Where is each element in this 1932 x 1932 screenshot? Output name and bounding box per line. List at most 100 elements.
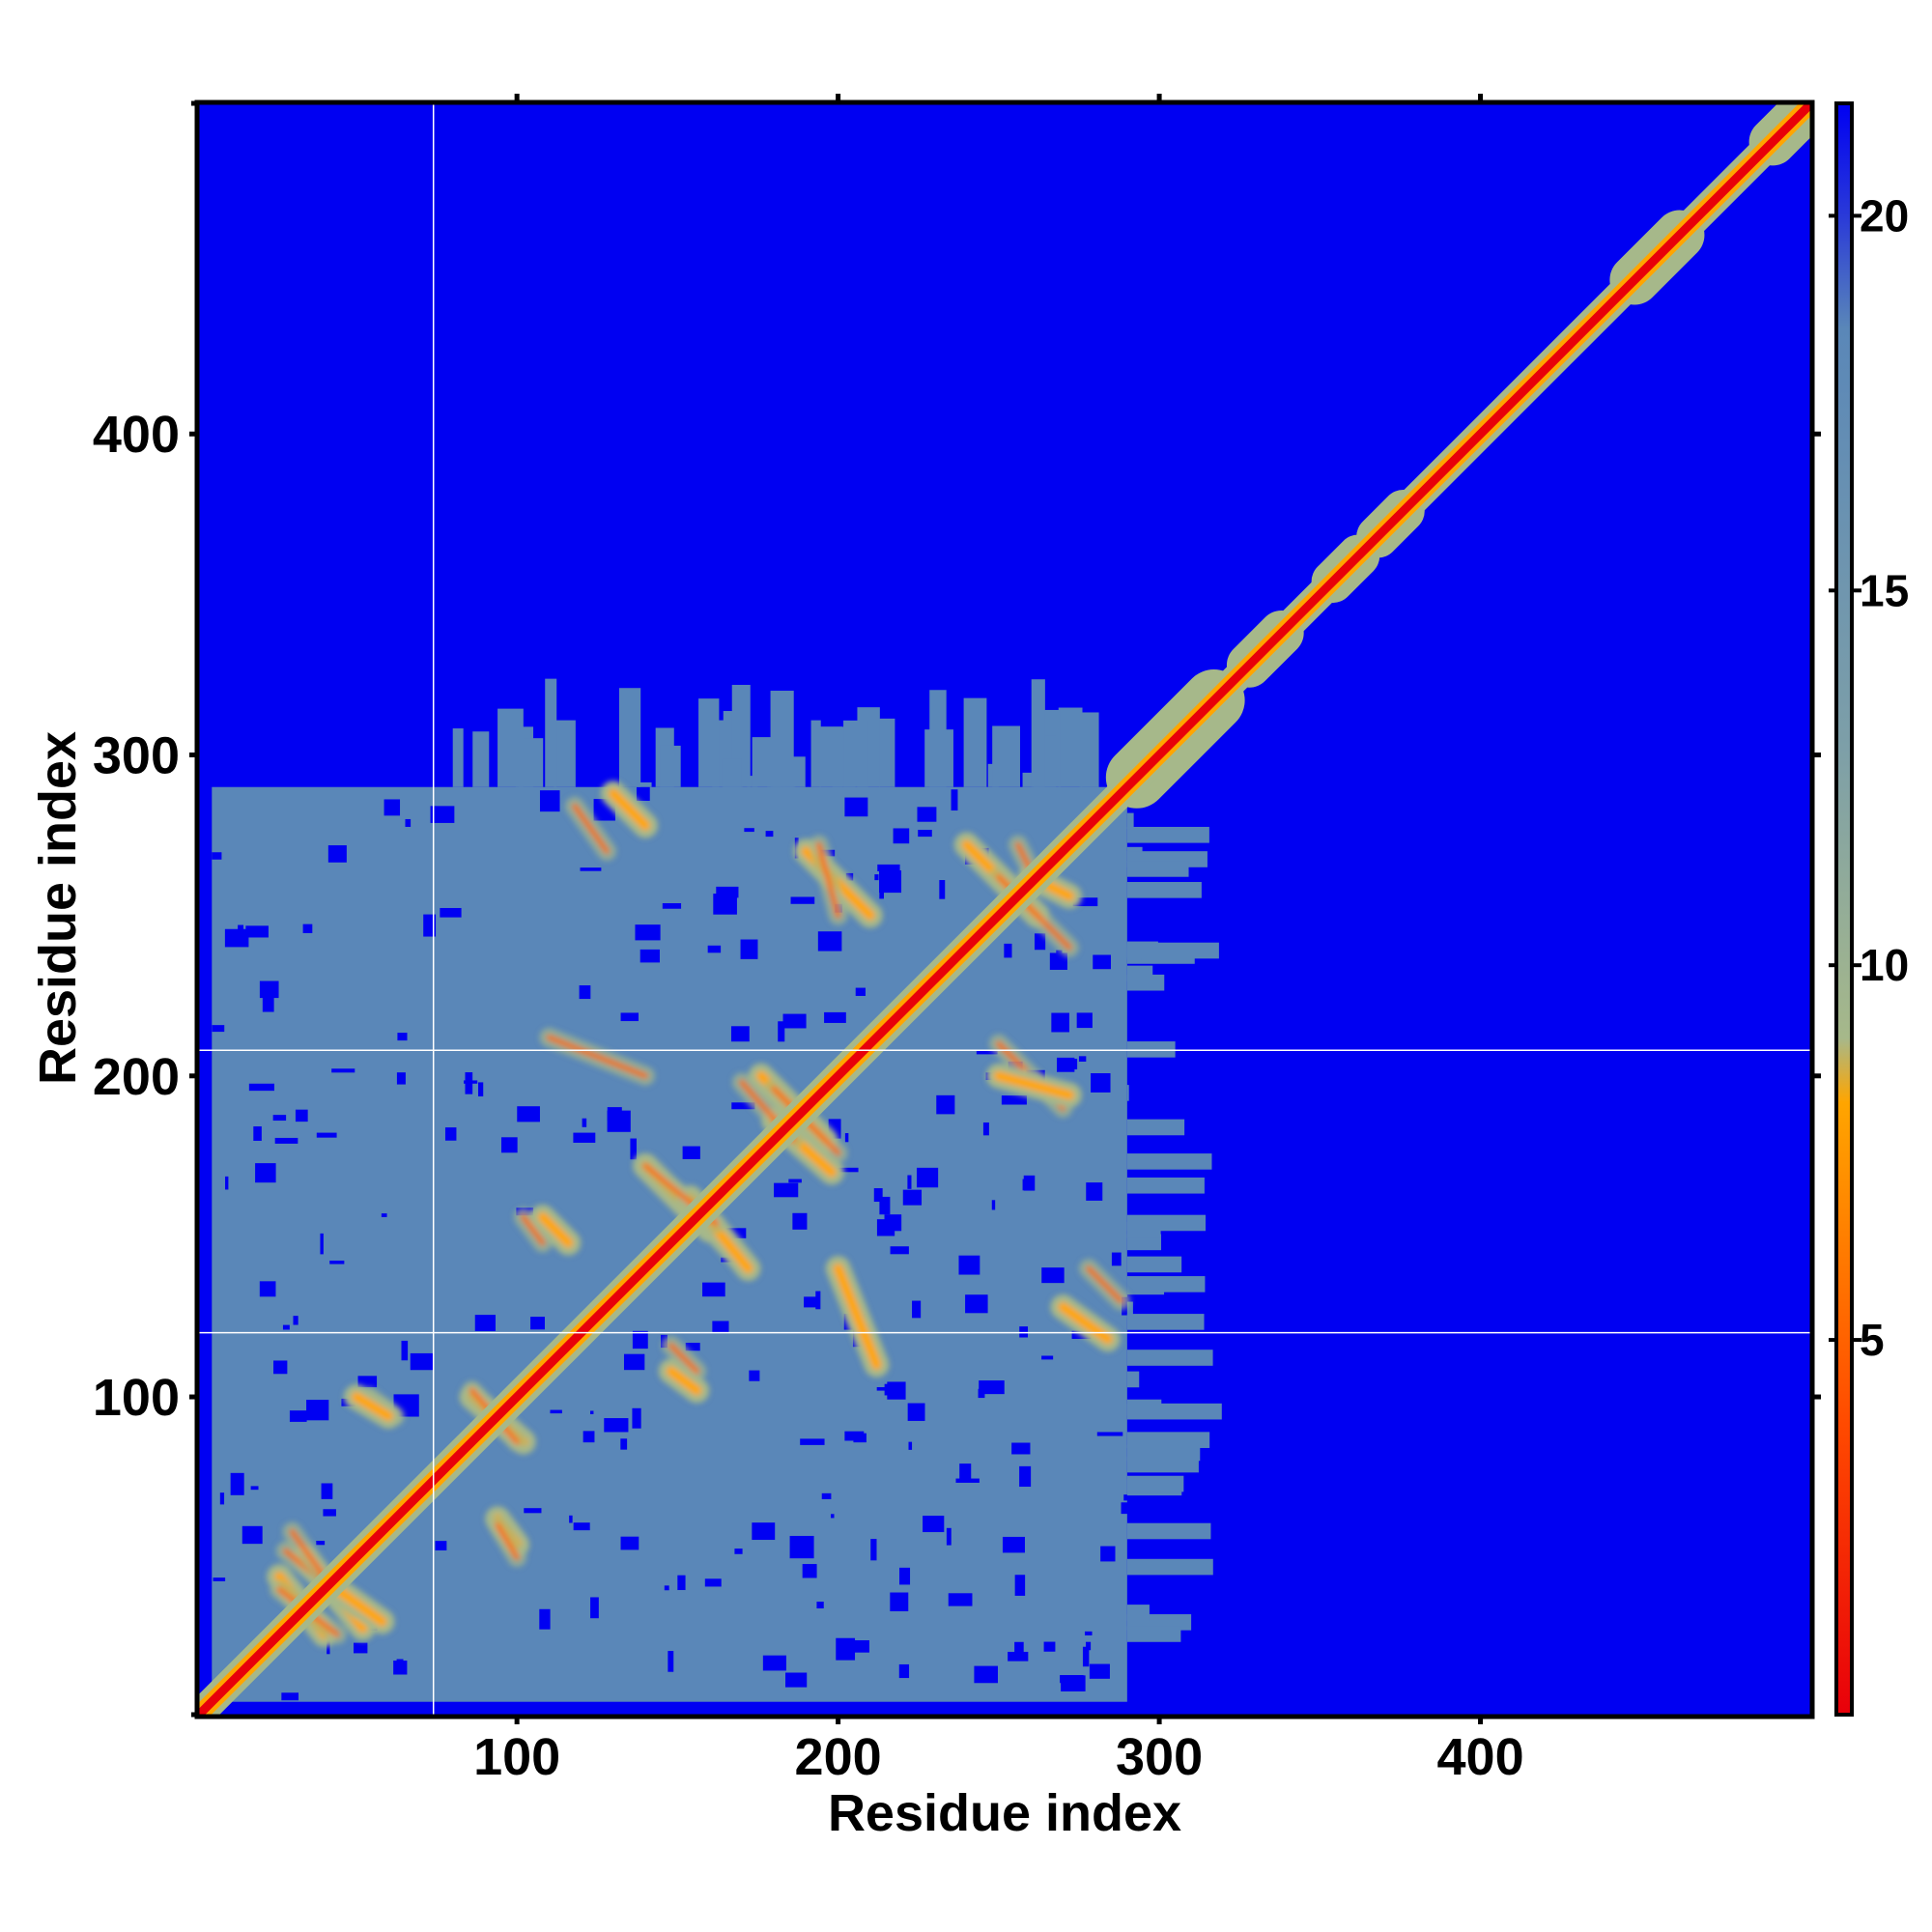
gap-cell xyxy=(302,923,313,934)
gap-cell xyxy=(873,1188,883,1203)
gap-cell xyxy=(1089,1663,1110,1679)
gap-cell xyxy=(979,1380,1005,1395)
edge-finger xyxy=(1126,826,1209,843)
gap-cell xyxy=(1076,1012,1093,1029)
gap-cell xyxy=(870,1539,877,1561)
gap-cell xyxy=(1085,1641,1092,1651)
gap-cell xyxy=(836,1637,856,1661)
edge-finger xyxy=(1126,1256,1182,1273)
edge-finger xyxy=(782,756,806,787)
gap-cell xyxy=(316,1132,337,1138)
gap-cell xyxy=(293,1316,298,1325)
gap-cell xyxy=(273,1360,288,1375)
gap-cell xyxy=(1022,1179,1030,1191)
gap-cell xyxy=(550,1409,562,1414)
gap-cell xyxy=(740,939,758,959)
gap-cell xyxy=(850,1640,869,1653)
gap-cell xyxy=(327,845,347,863)
edge-finger xyxy=(1126,882,1202,898)
edge-finger xyxy=(1126,1041,1176,1058)
edge-finger xyxy=(879,718,895,787)
gap-cell xyxy=(430,806,455,823)
gap-cell xyxy=(580,867,602,871)
gap-cell xyxy=(898,1663,910,1679)
gap-cell xyxy=(259,980,279,999)
gap-cell xyxy=(245,925,269,938)
edge-finger xyxy=(1126,1626,1181,1642)
gap-cell xyxy=(752,1522,776,1541)
gap-cell xyxy=(887,1381,906,1400)
gap-cell xyxy=(579,985,591,1000)
gap-cell xyxy=(274,1137,298,1144)
edge-finger xyxy=(1126,1314,1205,1330)
gap-cell xyxy=(1086,1182,1103,1201)
gap-cell xyxy=(976,1050,998,1055)
gap-cell xyxy=(982,1122,989,1136)
x-tick-label: 300 xyxy=(1116,1728,1203,1786)
gap-cell xyxy=(405,818,412,827)
gap-cell xyxy=(817,931,842,952)
gap-cell xyxy=(874,874,879,881)
gap-cell xyxy=(804,1296,820,1308)
gap-cell xyxy=(902,1189,923,1206)
gap-cell xyxy=(704,1578,722,1587)
contact-line xyxy=(537,1211,574,1248)
colorbar-tick-label: 5 xyxy=(1860,1315,1885,1365)
contact-line xyxy=(666,1366,702,1396)
gap-cell xyxy=(730,1026,750,1042)
gap-cell xyxy=(1072,897,1098,907)
gap-cell xyxy=(1121,1502,1139,1515)
gap-cell xyxy=(639,949,660,963)
gap-cell xyxy=(792,1212,808,1230)
gap-cell xyxy=(281,1692,299,1701)
gap-cell xyxy=(604,1418,629,1433)
gap-cell xyxy=(959,1463,972,1481)
gap-cell xyxy=(306,1400,329,1421)
y-tick-label: 400 xyxy=(93,406,180,464)
gap-cell xyxy=(230,1472,244,1495)
gap-cell xyxy=(212,1025,225,1033)
edge-finger xyxy=(1126,1234,1162,1251)
contact-lines xyxy=(267,781,1131,1647)
gap-cell xyxy=(908,1441,913,1450)
contact-line xyxy=(351,1392,394,1421)
gap-cell xyxy=(396,1659,404,1672)
gap-cell xyxy=(788,1179,802,1183)
gap-cell xyxy=(219,1492,225,1505)
gap-cell xyxy=(1091,1073,1111,1093)
edge-finger xyxy=(810,720,821,787)
gap-cell xyxy=(478,1082,484,1096)
gap-cell xyxy=(1082,1646,1090,1667)
gap-cell xyxy=(539,1608,551,1630)
gap-cell xyxy=(212,852,222,860)
edge-finger xyxy=(1126,1605,1150,1621)
edge-finger xyxy=(929,690,947,787)
gap-cell xyxy=(500,1137,518,1153)
gap-cell xyxy=(899,1567,911,1585)
y-axis-title: Residue index xyxy=(29,731,87,1085)
gap-cell xyxy=(238,924,244,933)
gap-cell xyxy=(731,1102,755,1110)
colorbar xyxy=(1834,101,1854,1717)
edge-finger xyxy=(1126,1475,1184,1492)
colorbar-tick-label: 10 xyxy=(1860,940,1909,990)
contact-line xyxy=(571,803,611,855)
gap-cell xyxy=(1096,1432,1123,1436)
gap-cell xyxy=(1011,1442,1031,1455)
gap-cell xyxy=(259,1281,276,1297)
contact-line xyxy=(495,1521,521,1561)
gap-cell xyxy=(632,1330,648,1350)
gap-cell xyxy=(282,1324,290,1330)
gap-cell xyxy=(907,1175,912,1189)
gap-cell xyxy=(636,786,650,801)
edge-finger xyxy=(722,758,742,787)
gap-cell xyxy=(582,1118,587,1127)
gap-cell xyxy=(1019,1326,1029,1338)
gap-cell xyxy=(444,1127,457,1141)
gap-cell xyxy=(682,1146,700,1159)
gap-cell xyxy=(524,1508,542,1514)
gap-cell xyxy=(295,1109,308,1122)
diagonal xyxy=(199,103,1811,1715)
gap-cell xyxy=(936,1094,955,1115)
gap-cell xyxy=(958,1255,980,1275)
